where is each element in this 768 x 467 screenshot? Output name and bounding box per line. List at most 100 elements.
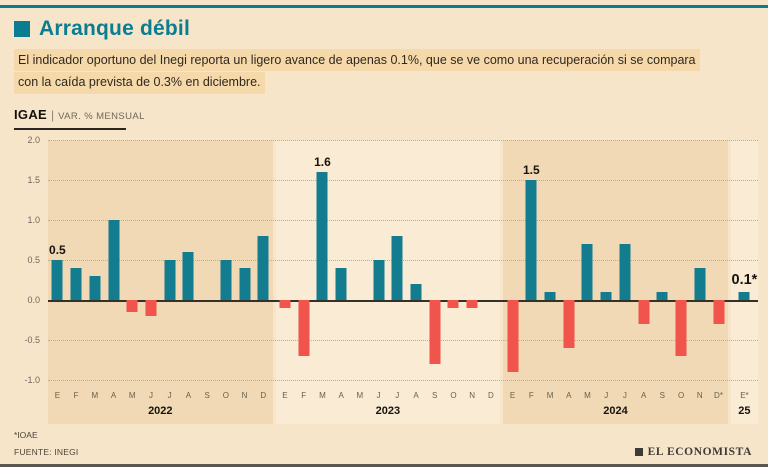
month-label: M [128, 390, 136, 400]
bar-slot [578, 140, 597, 388]
bar-slot [350, 140, 369, 388]
y-tick-label: 1.0 [27, 214, 40, 225]
bar-slot [597, 140, 616, 388]
bar-slot: 1.5 [522, 140, 541, 388]
bar-slot [294, 140, 313, 388]
plot-area: 0.5 E F M A M J J A S O N D 2022 1.6 E F M A M J J A S O N D 2023 1.… [48, 140, 758, 424]
bar-slot [235, 140, 254, 388]
top-accent-rule [0, 5, 768, 8]
bar-slot [690, 140, 709, 388]
bar-slot [85, 140, 104, 388]
bar-2023-A [335, 267, 347, 300]
page-title: Arranque débil [39, 17, 190, 40]
month-label: O [222, 390, 229, 400]
month-label: E [509, 390, 516, 400]
year-band-2022 [48, 139, 273, 424]
bar-2024-E [507, 299, 519, 372]
bar-2022-A [108, 219, 120, 300]
y-tick-label: 1.5 [27, 174, 40, 185]
year-label: 2024 [603, 404, 628, 417]
chart-title-rule [14, 127, 126, 130]
year-group-25: 0.1* E* 25 [731, 140, 758, 424]
y-tick-label: 0.0 [27, 294, 40, 305]
bar-2023-J [373, 259, 385, 300]
month-label: M [319, 390, 326, 400]
month-label: A [413, 390, 419, 400]
bar-slot [616, 140, 635, 388]
bar-slot [444, 140, 463, 388]
month-label: D [487, 390, 494, 400]
chart-header: IGAE | VAR. % MENSUAL [14, 106, 754, 124]
y-tick-label: 2.0 [27, 134, 40, 145]
month-label: M [584, 390, 591, 400]
footer-notes: *IOAE FUENTE: INEGI [14, 430, 754, 457]
month-label: F [301, 390, 307, 400]
month-label: S [659, 390, 666, 400]
month-label: J [376, 390, 381, 400]
bar-2022-M [89, 275, 101, 300]
month-label: N [696, 390, 703, 400]
bar-2024-O [675, 299, 687, 356]
year-label: 25 [738, 404, 751, 417]
bar-2024-M [581, 243, 593, 300]
bar-2022-N [239, 267, 251, 300]
bar-2023-M [316, 171, 328, 300]
bar-slot [160, 140, 179, 388]
bar-2023-O [447, 299, 459, 308]
brand: EL ECONOMISTA [634, 446, 752, 458]
bar-2024-J [600, 291, 612, 300]
bar-2023-A [410, 283, 422, 300]
bar-slot [104, 140, 123, 388]
month-label: J [622, 390, 627, 400]
bar-2022-O [220, 259, 232, 300]
bar-slot: 1.6 [313, 140, 332, 388]
bar-slot [709, 140, 728, 388]
bar-slot [369, 140, 388, 388]
value-label: 0.5 [49, 242, 66, 257]
source-label: FUENTE: INEGI [14, 446, 79, 457]
month-label: N [469, 390, 476, 400]
y-tick-label: -0.5 [24, 334, 40, 345]
year-label: 2023 [375, 404, 401, 417]
brand-name: EL ECONOMISTA [647, 446, 752, 458]
subtitle-line-1: El indicador oportuno del Inegi reporta … [14, 49, 700, 71]
y-tick-label: -1.0 [24, 374, 40, 385]
title-row: Arranque débil [14, 17, 754, 41]
year-bands-background [48, 139, 758, 424]
bar-2023-N [466, 299, 478, 308]
chart-zone: 2.0 1.5 1.0 0.5 0.0 -0.5 -1.0 0.5 E F M A M J J A S O N D 2… [6, 135, 758, 424]
bar-2024-A [638, 299, 650, 324]
bar-2022-J [145, 299, 157, 316]
y-tick-label: 0.5 [27, 254, 40, 265]
month-label: J [167, 390, 172, 400]
bar-2024-S [656, 291, 668, 300]
bar-chart: 0.5 E F M A M J J A S O N D 2022 1.6 E F M A M J J A S O N D 2023 1.… [48, 139, 758, 424]
month-label: E [54, 390, 61, 400]
value-label: 1.6 [314, 154, 331, 169]
month-label: O [450, 390, 457, 400]
year-band-25 [730, 139, 758, 424]
bar-slot [541, 140, 560, 388]
bar-slot [482, 140, 501, 388]
month-label: M [356, 390, 364, 400]
bar-slot [198, 140, 217, 388]
month-label: J [604, 390, 609, 400]
month-label: D* [714, 390, 723, 400]
month-label: F [73, 390, 79, 400]
bar-2022-D [257, 235, 269, 300]
bar-2024-N [694, 267, 706, 300]
bar-2024-D* [713, 299, 724, 324]
month-label: J [148, 390, 153, 400]
subtitle-line-2: con la caída prevista de 0.3% en diciemb… [14, 71, 265, 94]
year-group-2024: 1.5 E F M A M J J A S O N D* 2024 [503, 140, 728, 424]
bar-slot [672, 140, 691, 388]
y-axis: 2.0 1.5 1.0 0.5 0.0 -0.5 -1.0 [6, 135, 48, 388]
bar-2024-A [563, 299, 575, 348]
bar-slot: 0.1* [731, 140, 758, 388]
month-label: D [260, 390, 267, 400]
year-group-2023: 1.6 E F M A M J J A S O N D 2023 [276, 140, 501, 424]
bar-2022-J [164, 259, 176, 300]
bar-slot [179, 140, 198, 388]
bar-slot [123, 140, 142, 388]
